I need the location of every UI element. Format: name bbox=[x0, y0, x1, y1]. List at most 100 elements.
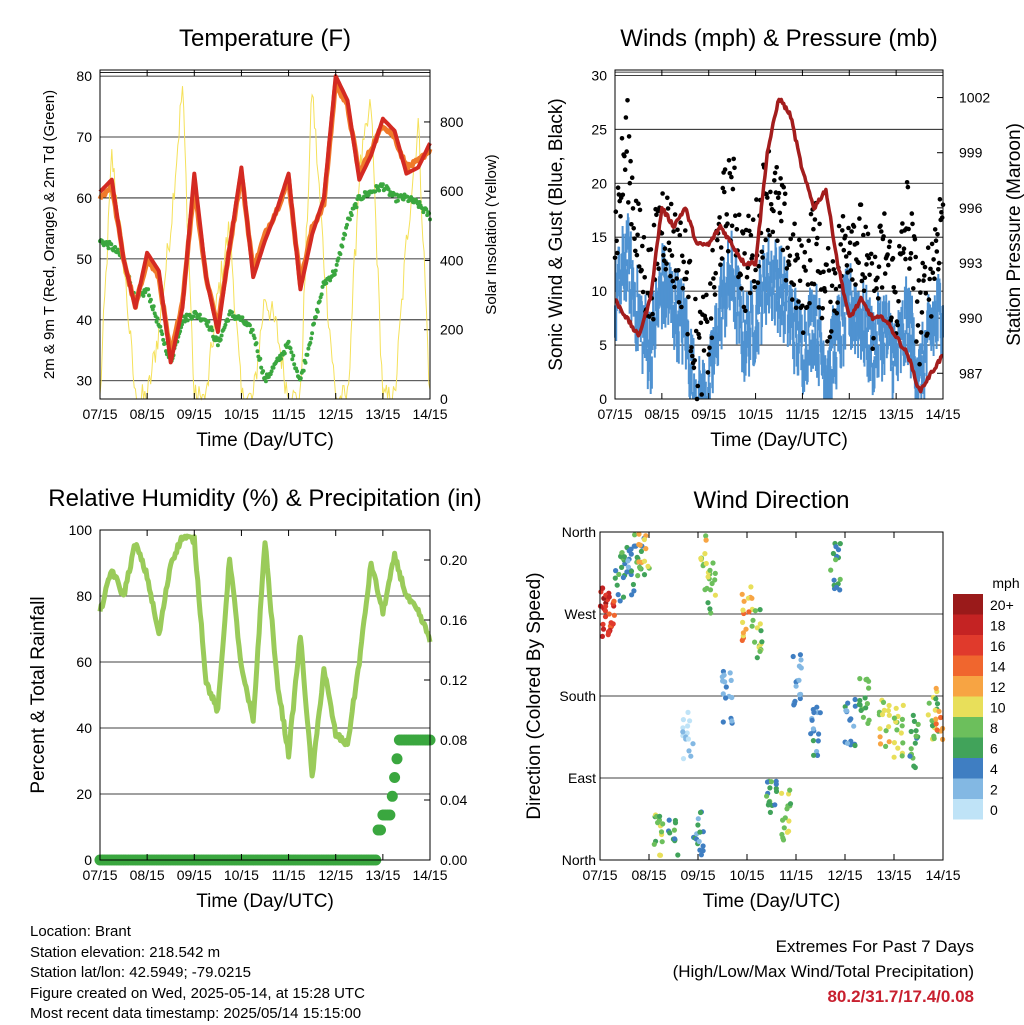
gust-point bbox=[679, 253, 685, 259]
direction-point bbox=[746, 609, 752, 615]
gust-point bbox=[799, 243, 804, 248]
gust-point bbox=[847, 240, 853, 245]
direction-point bbox=[934, 701, 941, 707]
gust-point bbox=[783, 278, 789, 283]
dewpoint-point bbox=[185, 318, 190, 323]
rh-xtick-label: 10/15 bbox=[224, 867, 259, 883]
temp-xtick-label: 09/15 bbox=[177, 406, 212, 422]
direction-point bbox=[782, 815, 788, 821]
gust-point bbox=[623, 115, 629, 120]
direction-point bbox=[913, 728, 919, 734]
gust-point bbox=[853, 282, 858, 287]
direction-point bbox=[845, 700, 851, 706]
gust-point bbox=[647, 314, 652, 319]
direction-point bbox=[628, 568, 635, 574]
gust-point bbox=[833, 286, 839, 292]
winds-xtick-label: 14/15 bbox=[925, 406, 960, 422]
gust-point bbox=[659, 231, 665, 236]
solar-insolation-line bbox=[99, 86, 431, 401]
direction-point bbox=[727, 670, 733, 676]
gust-point bbox=[618, 214, 623, 219]
direction-point bbox=[611, 598, 617, 604]
gust-point bbox=[909, 211, 915, 216]
gust-point bbox=[639, 267, 644, 273]
dewpoint-point bbox=[154, 319, 159, 324]
direction-point bbox=[636, 531, 642, 537]
gust-point bbox=[844, 263, 850, 268]
gust-point bbox=[632, 236, 637, 241]
direction-point bbox=[814, 748, 820, 755]
speed-legend-label: 0 bbox=[990, 802, 998, 818]
gust-point bbox=[904, 180, 910, 185]
precip-point bbox=[389, 772, 401, 783]
direction-point bbox=[908, 746, 914, 752]
direction-point bbox=[833, 584, 840, 590]
direction-point bbox=[723, 695, 729, 701]
direction-point bbox=[641, 558, 648, 564]
gust-point bbox=[903, 256, 908, 262]
gust-point bbox=[797, 278, 803, 284]
gust-point bbox=[665, 195, 670, 201]
gust-point bbox=[718, 262, 723, 268]
gust-point bbox=[800, 330, 806, 336]
dewpoint-point bbox=[143, 290, 148, 295]
gust-point bbox=[857, 216, 862, 221]
gust-point bbox=[861, 232, 866, 238]
dewpoint-point bbox=[250, 327, 255, 332]
dewpoint-point bbox=[215, 343, 220, 348]
direction-point bbox=[894, 727, 900, 733]
direction-point bbox=[709, 580, 715, 587]
rh-title: Relative Humidity (%) & Precipitation (i… bbox=[48, 485, 481, 512]
direction-point bbox=[680, 725, 686, 731]
precip-point bbox=[384, 809, 396, 821]
dewpoint-point bbox=[301, 368, 306, 373]
direction-point bbox=[808, 731, 814, 737]
dewpoint-point bbox=[252, 336, 257, 341]
gust-point bbox=[936, 260, 942, 266]
speed-legend-swatch bbox=[953, 799, 983, 820]
gust-point bbox=[713, 270, 718, 276]
gust-point bbox=[662, 246, 668, 251]
gust-point bbox=[871, 335, 876, 341]
dewpoint-point bbox=[223, 322, 228, 327]
gust-point bbox=[795, 255, 800, 261]
gust-point bbox=[622, 153, 627, 159]
temp-xlabel: Time (Day/UTC) bbox=[196, 430, 334, 451]
dewpoint-point bbox=[282, 351, 287, 356]
gust-point bbox=[768, 189, 773, 195]
gust-point bbox=[824, 262, 829, 268]
gust-point bbox=[711, 276, 716, 281]
gust-point bbox=[715, 237, 720, 243]
gust-point bbox=[745, 265, 751, 271]
gust-point bbox=[718, 245, 724, 250]
gust-point bbox=[819, 315, 825, 321]
gust-point bbox=[616, 192, 622, 197]
winds-y2label: Station Pressure (Maroon) bbox=[1004, 123, 1024, 346]
direction-point bbox=[938, 714, 944, 721]
gust-point bbox=[760, 255, 765, 260]
gust-point bbox=[825, 339, 830, 344]
gust-point bbox=[744, 274, 750, 280]
gust-point bbox=[900, 221, 905, 226]
gust-point bbox=[724, 212, 729, 217]
dir-xtick-label: 13/15 bbox=[876, 867, 911, 883]
gust-point bbox=[841, 247, 847, 253]
winds-y2tick-label: 999 bbox=[959, 145, 983, 161]
direction-point bbox=[810, 738, 817, 744]
direction-point bbox=[752, 639, 758, 645]
winds-xtick-label: 11/15 bbox=[785, 406, 819, 422]
gust-point bbox=[932, 276, 937, 282]
rh-ytick-label: 100 bbox=[69, 522, 93, 538]
dewpoint-point bbox=[155, 316, 160, 321]
direction-point bbox=[687, 718, 693, 724]
direction-point bbox=[685, 709, 691, 716]
gust-point bbox=[666, 240, 672, 246]
dir-xtick-label: 08/15 bbox=[631, 867, 666, 883]
direction-point bbox=[757, 607, 763, 613]
gust-point bbox=[792, 221, 797, 227]
gust-point bbox=[712, 292, 718, 297]
gust-point bbox=[820, 306, 825, 311]
temp-y2label: Solar Insolation (Yellow) bbox=[483, 154, 500, 314]
direction-point bbox=[739, 591, 745, 597]
direction-point bbox=[685, 736, 692, 742]
